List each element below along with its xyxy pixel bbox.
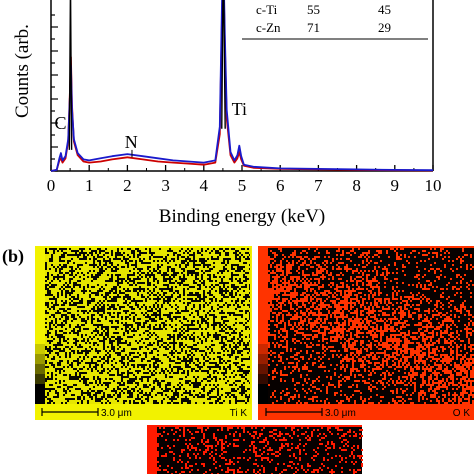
- table-cell: 55: [307, 2, 320, 17]
- table-row-label: c-Ti: [256, 2, 278, 17]
- table-cell: 29: [378, 20, 391, 35]
- scale-bar-label: 3.0 μm: [101, 408, 132, 419]
- map-caption-bar: [35, 404, 252, 420]
- map-label: Ti K: [230, 408, 248, 419]
- peak-label: C: [55, 113, 67, 133]
- peak-label: Ti: [232, 99, 247, 119]
- y-ticks: [51, 14, 58, 172]
- series-line-2: [50, 0, 434, 172]
- intensity-bar: [258, 246, 268, 420]
- eds-map-third: [147, 425, 363, 474]
- intensity-steps: [258, 344, 268, 404]
- map-pixel-layer: [157, 427, 363, 474]
- x-ticks: 0 1 2 3 4 5 6 7 8 9 10: [47, 165, 442, 195]
- x-axis-label: Binding energy (keV): [159, 206, 325, 227]
- table-row-zn: c-Zn 71 29: [256, 20, 391, 35]
- map-pixel-layer: [268, 248, 474, 404]
- x-tick-label: 4: [200, 176, 209, 195]
- intensity-steps: [35, 344, 45, 404]
- map-caption-bar: [258, 404, 474, 420]
- intensity-bar: [35, 246, 45, 420]
- x-tick-label: 8: [352, 176, 361, 195]
- x-tick-label: 0: [47, 176, 56, 195]
- x-tick-label: 3: [161, 176, 170, 195]
- table-row-ti: c-Ti 55 45: [256, 2, 391, 17]
- panel-b-label: (b): [2, 246, 24, 267]
- eds-map-o: 3.0 μm O K: [258, 246, 474, 420]
- x-tick-label: 1: [85, 176, 94, 195]
- x-tick-label: 10: [425, 176, 442, 195]
- scale-bar: 3.0 μm: [265, 408, 356, 419]
- table-cell: 71: [307, 20, 320, 35]
- map-pixels: [268, 248, 474, 404]
- y-axis-label: Counts (arb.: [12, 24, 33, 118]
- table-row-label: c-Zn: [256, 20, 281, 35]
- map-label: O K: [453, 408, 471, 419]
- series-line-1: [50, 0, 434, 172]
- x-tick-label: 9: [391, 176, 400, 195]
- series-line-black: [68, 0, 226, 150]
- scale-bar: 3.0 μm: [41, 408, 132, 419]
- map-pixels: [157, 427, 363, 474]
- peak-label: N: [125, 132, 138, 152]
- x-tick-label: 2: [123, 176, 132, 195]
- x-tick-label: 7: [314, 176, 323, 195]
- map-pixels: [45, 248, 251, 404]
- composition-table: c-Ti 55 45 c-Zn 71 29: [242, 2, 428, 40]
- x-tick-label: 6: [276, 176, 285, 195]
- series-layer: [50, 0, 434, 172]
- table-cell: 45: [378, 2, 391, 17]
- peak-labels: OCNTi: [55, 99, 247, 158]
- map-pixel-layer: [45, 248, 251, 404]
- x-tick-label: 5: [238, 176, 247, 195]
- eds-map-ti: 3.0 μm Ti K: [35, 246, 252, 420]
- scale-bar-label: 3.0 μm: [325, 408, 356, 419]
